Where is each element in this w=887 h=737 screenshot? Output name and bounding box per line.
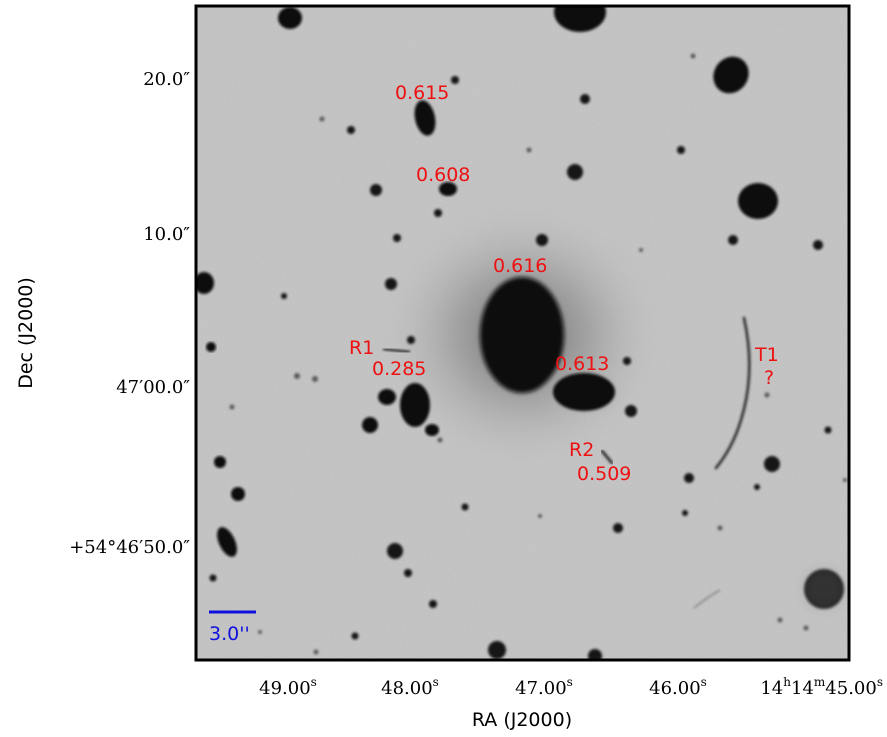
arc-r1 — [382, 347, 411, 354]
annotation-label: ? — [764, 367, 774, 389]
source-top-left — [278, 7, 302, 29]
scale-bar: 3.0'' — [209, 610, 256, 645]
annotations: 0.615 0.608 0.616 R1 0.285 0.613 T1 ? R2… — [349, 82, 779, 485]
scale-bar-label: 3.0'' — [209, 623, 250, 645]
annotation-label: T1 — [754, 344, 779, 366]
x-tick-label: 47.00s — [515, 675, 573, 699]
annotation-label: 0.285 — [372, 358, 426, 380]
galaxy-r1-group-4 — [425, 424, 439, 436]
source-left-4 — [214, 456, 226, 468]
source-bottom-right-halo — [790, 555, 849, 623]
source-left-3 — [231, 487, 245, 501]
source-top-right — [713, 56, 749, 94]
source-left-1 — [196, 272, 214, 294]
annotation-label: R2 — [569, 439, 594, 461]
y-tick-label: 10.0″ — [143, 224, 190, 245]
annotation-label: 0.615 — [395, 82, 449, 104]
arc-r2 — [600, 449, 614, 465]
annotation-label: 0.509 — [577, 463, 631, 485]
source-right-upper — [738, 183, 778, 219]
x-axis-title: RA (J2000) — [472, 709, 572, 731]
arc-faint — [693, 589, 721, 609]
annotation-label: 0.608 — [416, 164, 470, 186]
y-tick-label: +54°46′50.0″ — [69, 537, 190, 558]
image-frame — [194, 4, 851, 662]
image-panel — [196, 6, 849, 660]
x-axis: 49.00s 48.00s 47.00s 46.00s 14h14m45.00s… — [259, 675, 883, 731]
source-left-2 — [217, 527, 237, 557]
annotation-label: 0.616 — [493, 255, 547, 277]
annotation-label: R1 — [349, 337, 374, 359]
galaxy-0608 — [439, 182, 457, 196]
compact-sources — [209, 76, 832, 660]
galaxy-r1-group-1 — [400, 383, 430, 427]
galaxy-0615 — [414, 100, 436, 136]
bcg-galaxy — [480, 277, 564, 393]
y-axis-title: Dec (J2000) — [15, 277, 37, 389]
galaxy-0613 — [553, 373, 615, 411]
source-top-center — [554, 6, 606, 32]
y-tick-label: 47′00.0″ — [116, 377, 190, 398]
x-tick-label: 46.00s — [649, 675, 707, 699]
source-left-5 — [206, 342, 216, 352]
x-tick-label: 48.00s — [381, 675, 439, 699]
x-tick-label: 49.00s — [259, 675, 317, 699]
y-tick-label: 20.0″ — [143, 69, 190, 90]
faint-sources — [229, 53, 847, 655]
x-tick-label: 14h14m45.00s — [760, 675, 883, 699]
arc-t1 — [714, 316, 751, 470]
galaxy-r1-group-2 — [378, 389, 396, 405]
annotation-label: 0.613 — [555, 353, 609, 375]
y-axis: 20.0″ 10.0″ 47′00.0″ +54°46′50.0″ Dec (J… — [15, 69, 190, 558]
galaxy-r1-group-3 — [362, 417, 378, 433]
